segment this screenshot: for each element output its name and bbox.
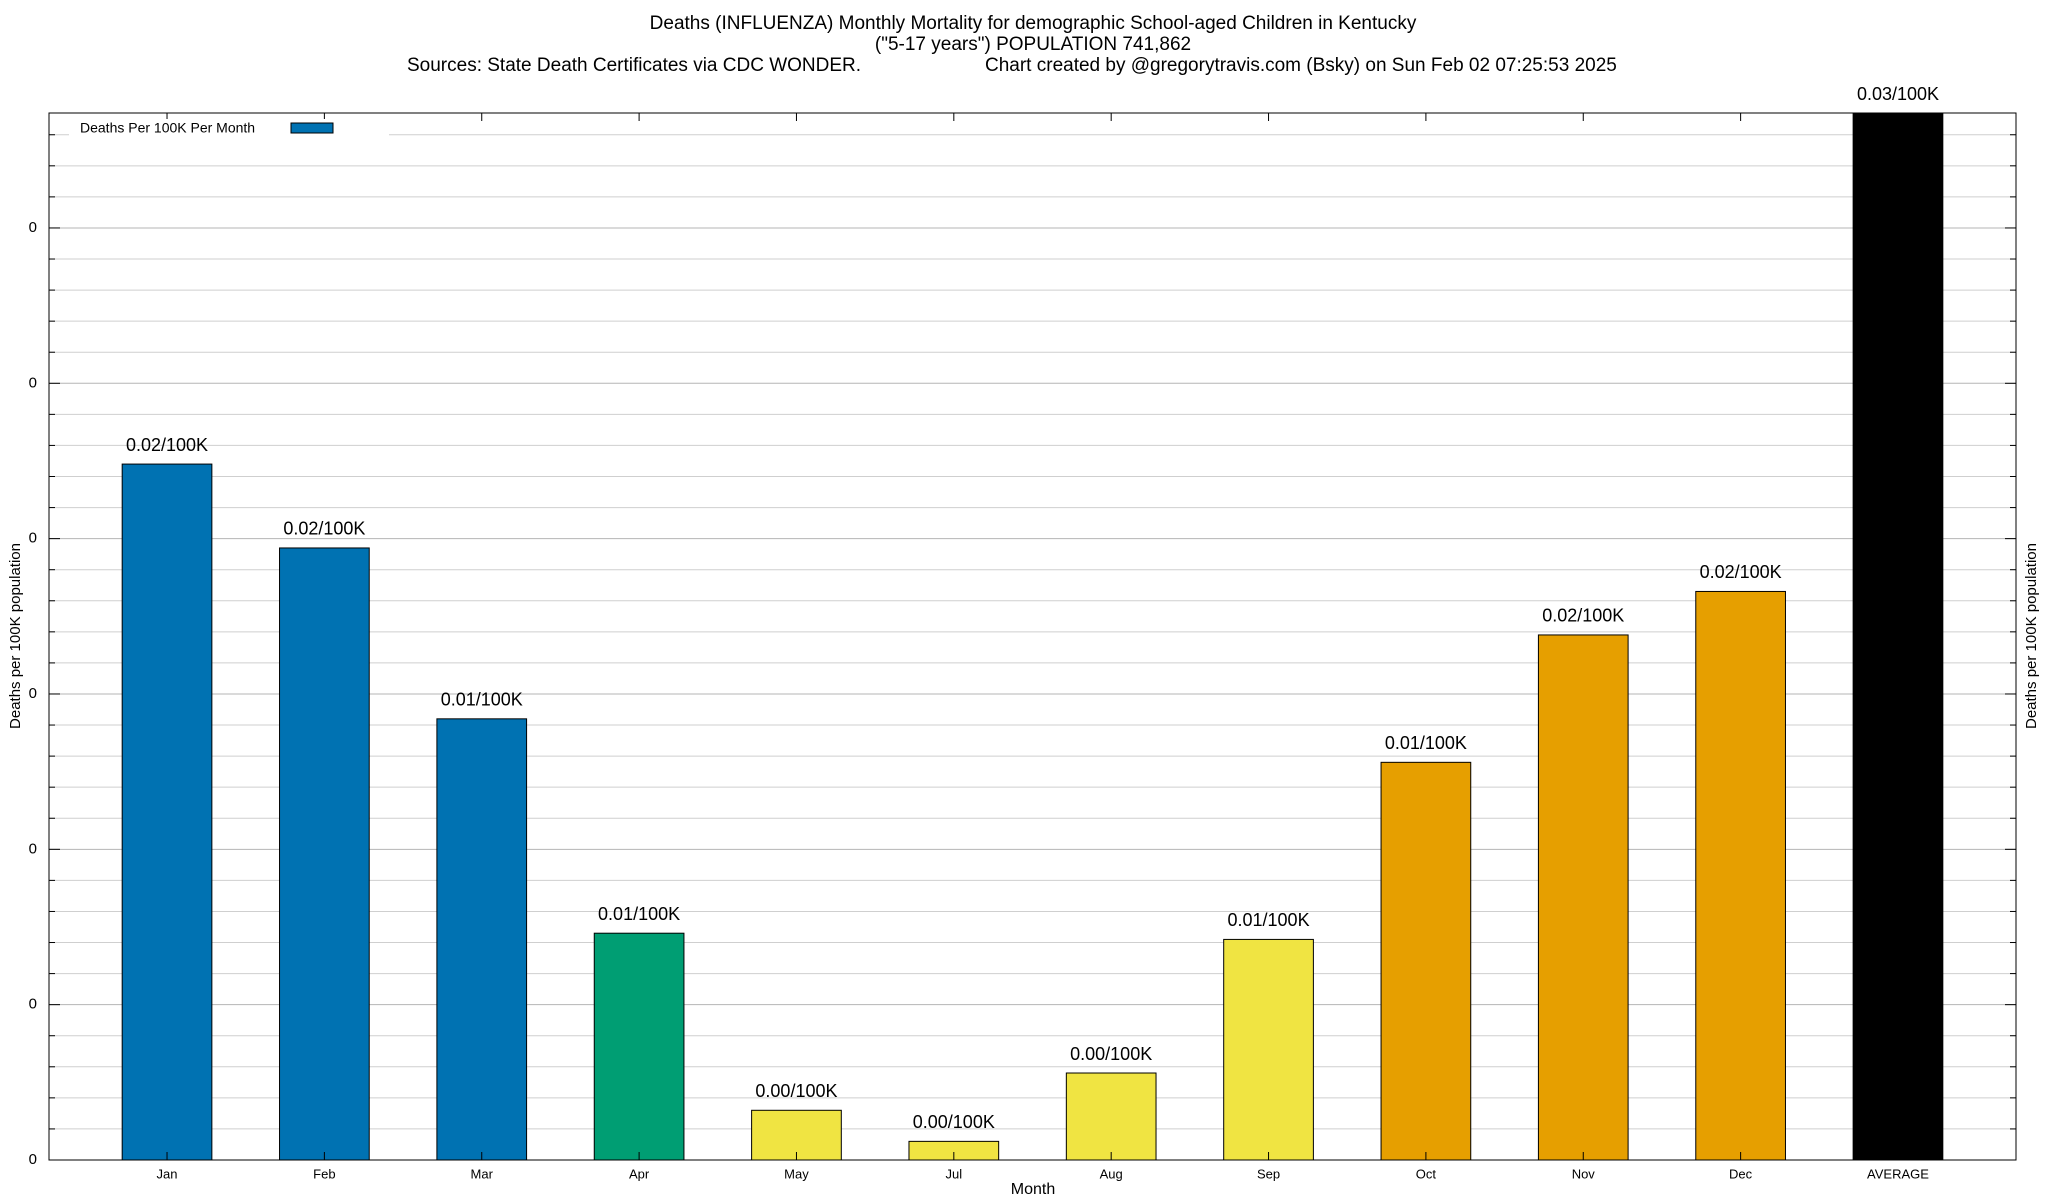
bar bbox=[1223, 938, 1314, 1160]
y-tick-label: 0 bbox=[29, 996, 37, 1013]
plot-frame bbox=[48, 112, 2017, 1161]
plot-area bbox=[121, 113, 1944, 1160]
value-label: 0.01/100K bbox=[598, 904, 680, 924]
y2-axis-label: Deaths per 100K population bbox=[2023, 543, 2040, 729]
x-tick-label: May bbox=[784, 1166, 809, 1181]
bar bbox=[121, 463, 213, 1160]
value-label: 0.01/100K bbox=[1385, 733, 1467, 753]
value-label: 0.01/100K bbox=[441, 690, 523, 710]
value-label: 0.00/100K bbox=[1070, 1044, 1152, 1064]
legend-label: Deaths Per 100K Per Month bbox=[80, 120, 255, 136]
bar bbox=[1695, 590, 1786, 1160]
value-label: 0.03/100K bbox=[1857, 84, 1939, 104]
legend: Deaths Per 100K Per Month bbox=[69, 119, 389, 145]
y-tick-label: 0 bbox=[29, 219, 37, 236]
x-tick-label: Oct bbox=[1416, 1166, 1437, 1181]
x-tick-label: Nov bbox=[1572, 1166, 1596, 1181]
bar bbox=[751, 1109, 842, 1160]
chart-title: Deaths (INFLUENZA) Monthly Mortality for… bbox=[650, 13, 1417, 34]
x-axis-label: Month bbox=[1011, 1181, 1055, 1198]
value-label: 0.02/100K bbox=[283, 519, 365, 539]
value-label: 0.00/100K bbox=[755, 1081, 837, 1101]
x-tick-label: AVERAGE bbox=[1867, 1166, 1929, 1181]
bar bbox=[279, 547, 370, 1160]
legend-swatch bbox=[290, 122, 334, 134]
x-tick-label: Mar bbox=[471, 1166, 494, 1181]
y-axis-label: Deaths per 100K population bbox=[7, 543, 24, 729]
bar bbox=[1380, 761, 1472, 1160]
x-tick-label: Sep bbox=[1257, 1166, 1280, 1181]
value-label: 0.00/100K bbox=[913, 1112, 995, 1132]
y-tick-label: 0 bbox=[29, 685, 37, 702]
value-label: 0.01/100K bbox=[1228, 910, 1310, 930]
y-tick-label: 0 bbox=[29, 840, 37, 857]
x-tick-label: Jan bbox=[157, 1166, 178, 1181]
x-tick-label: Apr bbox=[629, 1166, 650, 1181]
y-tick-label: 0 bbox=[29, 374, 37, 391]
chart-subtitle: ("5-17 years") POPULATION 741,862 bbox=[875, 34, 1191, 55]
source: Sources: State Death Certificates via CD… bbox=[407, 55, 861, 76]
y-tick-label: 0 bbox=[29, 1151, 37, 1168]
bar bbox=[436, 718, 528, 1160]
credit: Chart created by @gregorytravis.com (Bsk… bbox=[985, 55, 1617, 76]
legend-box bbox=[69, 119, 389, 145]
x-tick-label: Jul bbox=[946, 1166, 963, 1181]
bar bbox=[1852, 113, 1944, 1160]
value-label: 0.02/100K bbox=[1700, 562, 1782, 582]
value-label: 0.02/100K bbox=[1542, 606, 1624, 626]
value-label: 0.02/100K bbox=[126, 435, 208, 455]
x-tick-label: Dec bbox=[1729, 1166, 1753, 1181]
bar bbox=[1537, 634, 1629, 1160]
bar bbox=[593, 932, 685, 1160]
x-tick-label: Feb bbox=[313, 1166, 335, 1181]
y-tick-label: 0 bbox=[29, 530, 37, 547]
bar bbox=[1065, 1072, 1157, 1160]
x-tick-label: Aug bbox=[1100, 1166, 1123, 1181]
